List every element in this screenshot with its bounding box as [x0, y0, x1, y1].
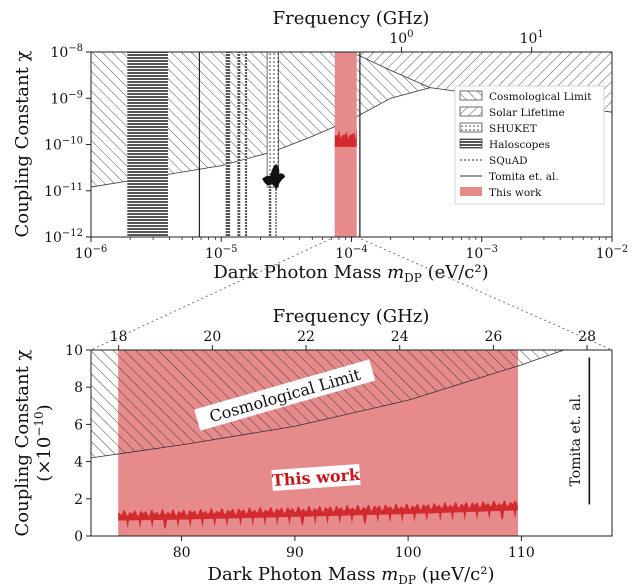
- y-tick-label: 10−10: [44, 136, 83, 154]
- legend-entry: SHUKET: [489, 123, 537, 135]
- legend: Cosmological Limit Solar Lifetime SHUKET…: [454, 85, 605, 205]
- top-panel-x-ticks: 10−6 10−5 10−4 10−3 10−2: [75, 237, 629, 262]
- legend-swatch-haloscopes: [459, 138, 483, 149]
- top-plot-area: [91, 52, 612, 237]
- bottom-y-axis-label: Coupling Constant χ: [12, 349, 33, 536]
- x-tick-label: 90: [286, 545, 304, 561]
- x-tick-label: 110: [508, 545, 535, 561]
- bottom-panel-frequency-ticks: 18 20 22 24 26 28: [110, 329, 596, 350]
- legend-entry: Cosmological Limit: [489, 91, 592, 103]
- y-tick-label: 8: [74, 380, 83, 396]
- legend-swatch-cosmological: [459, 90, 483, 101]
- freq-tick-label: 24: [391, 329, 409, 345]
- haloscope-blob: [262, 163, 286, 191]
- bottom-panel-y-ticks: 0 2 4 6 8 10: [65, 343, 91, 545]
- shuket-region: [266, 52, 279, 188]
- legend-entry: This work: [489, 187, 542, 199]
- this-work-limit-line: [334, 126, 357, 147]
- freq-tick-label: 20: [203, 329, 221, 345]
- freq-tick-label: 101: [520, 29, 544, 47]
- this-work-annotation: This work: [271, 463, 362, 492]
- x-tick-label: 80: [173, 545, 191, 561]
- freq-tick-label: 22: [297, 329, 315, 345]
- legend-swatch-shuket: [459, 122, 483, 133]
- y-tick-label: 2: [74, 492, 83, 508]
- bottom-frame: [90, 349, 613, 537]
- y-tick-label: 0: [74, 529, 83, 545]
- top-x-axis-label: Dark Photon Mass mDP (eV/c²): [213, 262, 488, 285]
- legend-swatch-this-work: [460, 187, 482, 196]
- y-tick-label: 10−11: [44, 182, 83, 200]
- freq-tick-label: 18: [110, 329, 128, 345]
- x-tick-label: 10−2: [596, 244, 629, 262]
- x-tick-label: 10−5: [205, 244, 238, 262]
- haloscope-band: [244, 52, 248, 237]
- annotation-bg: [194, 359, 376, 431]
- haloscope-band: [127, 52, 168, 237]
- x-tick-label: 10−3: [465, 244, 498, 262]
- y-tick-label: 10−8: [50, 43, 83, 61]
- top-y-axis-label: Coupling Constant χ: [12, 50, 33, 237]
- freq-tick-label: 100: [389, 29, 413, 47]
- y-tick-label: 10: [65, 343, 83, 359]
- legend-entry: Tomita et. al.: [489, 171, 559, 183]
- legend-entry: SQuAD: [489, 155, 528, 167]
- bottom-frequency-label: Frequency (GHz): [273, 306, 430, 327]
- x-tick-label: 100: [395, 545, 422, 561]
- bottom-plot-area: [91, 350, 612, 536]
- tomita-label: Tomita et. al.: [568, 394, 584, 487]
- legend-entry: Solar Lifetime: [489, 107, 565, 119]
- freq-tick-label: 28: [578, 329, 596, 345]
- freq-tick-label: 26: [484, 329, 502, 345]
- cosmological-limit-region: [91, 350, 612, 459]
- bottom-y-axis-unit: (×10−10): [32, 404, 55, 481]
- bottom-x-axis-label: Dark Photon Mass mDP (μeV/c²): [208, 564, 495, 584]
- haloscopes-regions: [127, 52, 277, 237]
- zoom-connector-right: [356, 236, 613, 351]
- this-work-limit-line: [118, 499, 518, 529]
- top-panel-frequency-ticks: 100101102103: [389, 29, 544, 52]
- y-tick-label: 10−12: [44, 228, 83, 246]
- bottom-panel-x-ticks: 80 90 100 110: [173, 536, 535, 561]
- legend-entry: Haloscopes: [489, 139, 550, 151]
- y-tick-label: 6: [74, 417, 83, 433]
- x-tick-label: 10−6: [75, 244, 108, 262]
- y-tick-label: 10−9: [50, 89, 83, 107]
- top-panel-y-ticks: 10−12 10−11 10−10 10−9 10−8: [44, 43, 91, 246]
- annotation-bg: [271, 463, 361, 492]
- x-tick-label: 10−4: [335, 244, 368, 262]
- haloscope-band: [225, 52, 231, 237]
- haloscope-band: [237, 52, 241, 237]
- legend-swatch-solar: [459, 106, 483, 117]
- top-frequency-label: Frequency (GHz): [273, 8, 430, 29]
- y-tick-label: 4: [74, 455, 83, 471]
